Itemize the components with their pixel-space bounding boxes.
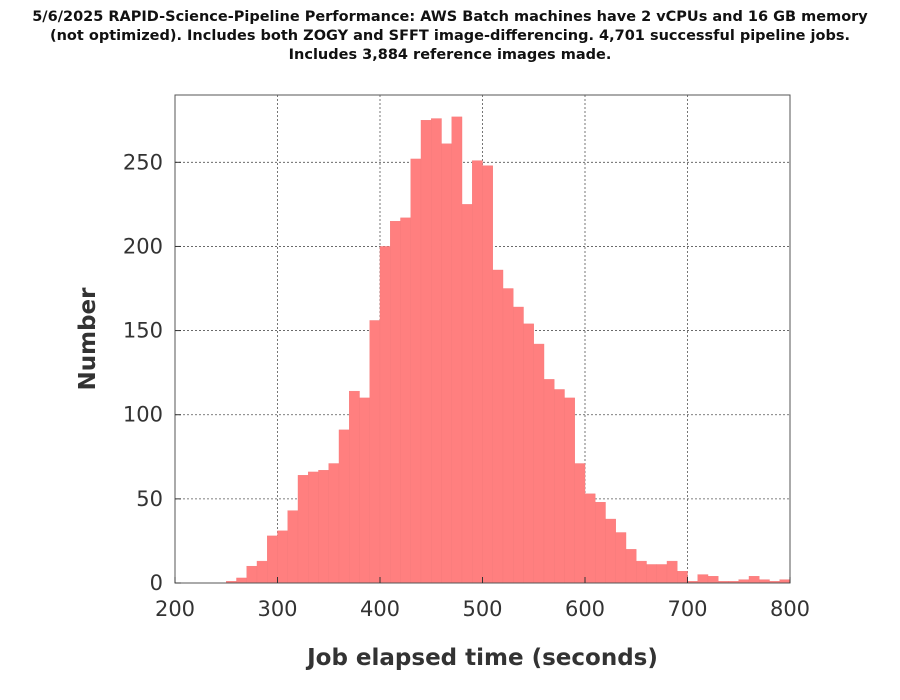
histogram-bar	[697, 574, 709, 584]
histogram-bar	[492, 269, 504, 584]
y-tick-label: 50	[136, 487, 163, 511]
histogram-bar	[666, 560, 678, 584]
histogram-bar	[451, 116, 463, 584]
histogram-bar	[338, 429, 350, 584]
histogram-bar	[379, 246, 391, 584]
histogram-bar	[246, 565, 258, 584]
y-tick-label: 0	[150, 571, 163, 595]
histogram-bar	[256, 560, 268, 584]
histogram-bar	[277, 530, 288, 584]
histogram-bar	[267, 535, 278, 584]
histogram-bar	[533, 343, 545, 584]
x-tick-label: 500	[462, 597, 502, 621]
histogram-bar	[636, 560, 647, 584]
y-tick-label: 250	[123, 150, 163, 174]
histogram-bar	[502, 288, 514, 584]
histogram-bar	[759, 579, 770, 584]
chart-title-line-1: 5/6/2025 RAPID-Science-Pipeline Performa…	[32, 9, 868, 25]
histogram-bar	[420, 120, 432, 584]
histogram-bar	[390, 221, 401, 584]
histogram-bar	[564, 397, 575, 584]
histogram-bar	[646, 564, 657, 584]
histogram-bar	[369, 320, 381, 584]
histogram-bar	[595, 502, 606, 584]
histogram-bar	[236, 577, 247, 584]
x-axis-ticks: 200 300 400 500 600 700 800	[155, 577, 810, 621]
histogram-bars	[226, 116, 791, 584]
histogram-bar	[656, 564, 668, 584]
chart-title: 5/6/2025 RAPID-Science-Pipeline Performa…	[0, 8, 900, 65]
histogram-bar	[287, 510, 299, 584]
histogram-bar	[297, 475, 309, 584]
histogram-bar	[523, 323, 534, 584]
x-tick-label: 200	[155, 597, 195, 621]
histogram-bar	[482, 165, 493, 584]
histogram-bar	[441, 143, 452, 584]
histogram-bar	[677, 571, 688, 584]
chart-title-line-2: (not optimized). Includes both ZOGY and …	[49, 28, 850, 44]
histogram-bar	[513, 306, 524, 584]
histogram-bar	[349, 390, 360, 584]
histogram-bar	[738, 579, 750, 584]
histogram-bar	[472, 160, 483, 584]
histogram-bar	[461, 204, 473, 584]
histogram-bar	[308, 471, 319, 584]
histogram-bar	[410, 158, 422, 584]
histogram-bar	[318, 470, 329, 584]
histogram-bar	[584, 493, 596, 584]
histogram-bar	[625, 549, 637, 584]
x-tick-label: 300	[257, 597, 297, 621]
y-tick-label: 100	[123, 403, 163, 427]
histogram-bar	[554, 389, 565, 584]
histogram-bar	[605, 518, 616, 584]
y-axis-ticks: 0 50 100 150 200 250	[123, 150, 181, 595]
y-axis-title: Number	[75, 287, 101, 391]
y-tick-label: 150	[123, 319, 163, 343]
x-tick-label: 400	[360, 597, 400, 621]
histogram-bar	[543, 379, 555, 584]
histogram-bar	[431, 118, 442, 584]
histogram-bar	[574, 463, 586, 584]
x-tick-label: 700	[667, 597, 707, 621]
histogram-bar	[779, 579, 791, 584]
histogram-bar	[707, 576, 719, 584]
x-axis-title: Job elapsed time (seconds)	[305, 645, 658, 671]
x-tick-label: 800	[770, 597, 810, 621]
x-tick-label: 600	[565, 597, 605, 621]
histogram-bar	[748, 576, 760, 584]
histogram-bar	[328, 463, 340, 584]
histogram-bar	[615, 532, 627, 584]
histogram-bar	[400, 217, 411, 584]
y-tick-label: 200	[123, 234, 163, 258]
histogram-bar	[359, 397, 370, 584]
chart-title-line-3: Includes 3,884 reference images made.	[288, 47, 612, 63]
